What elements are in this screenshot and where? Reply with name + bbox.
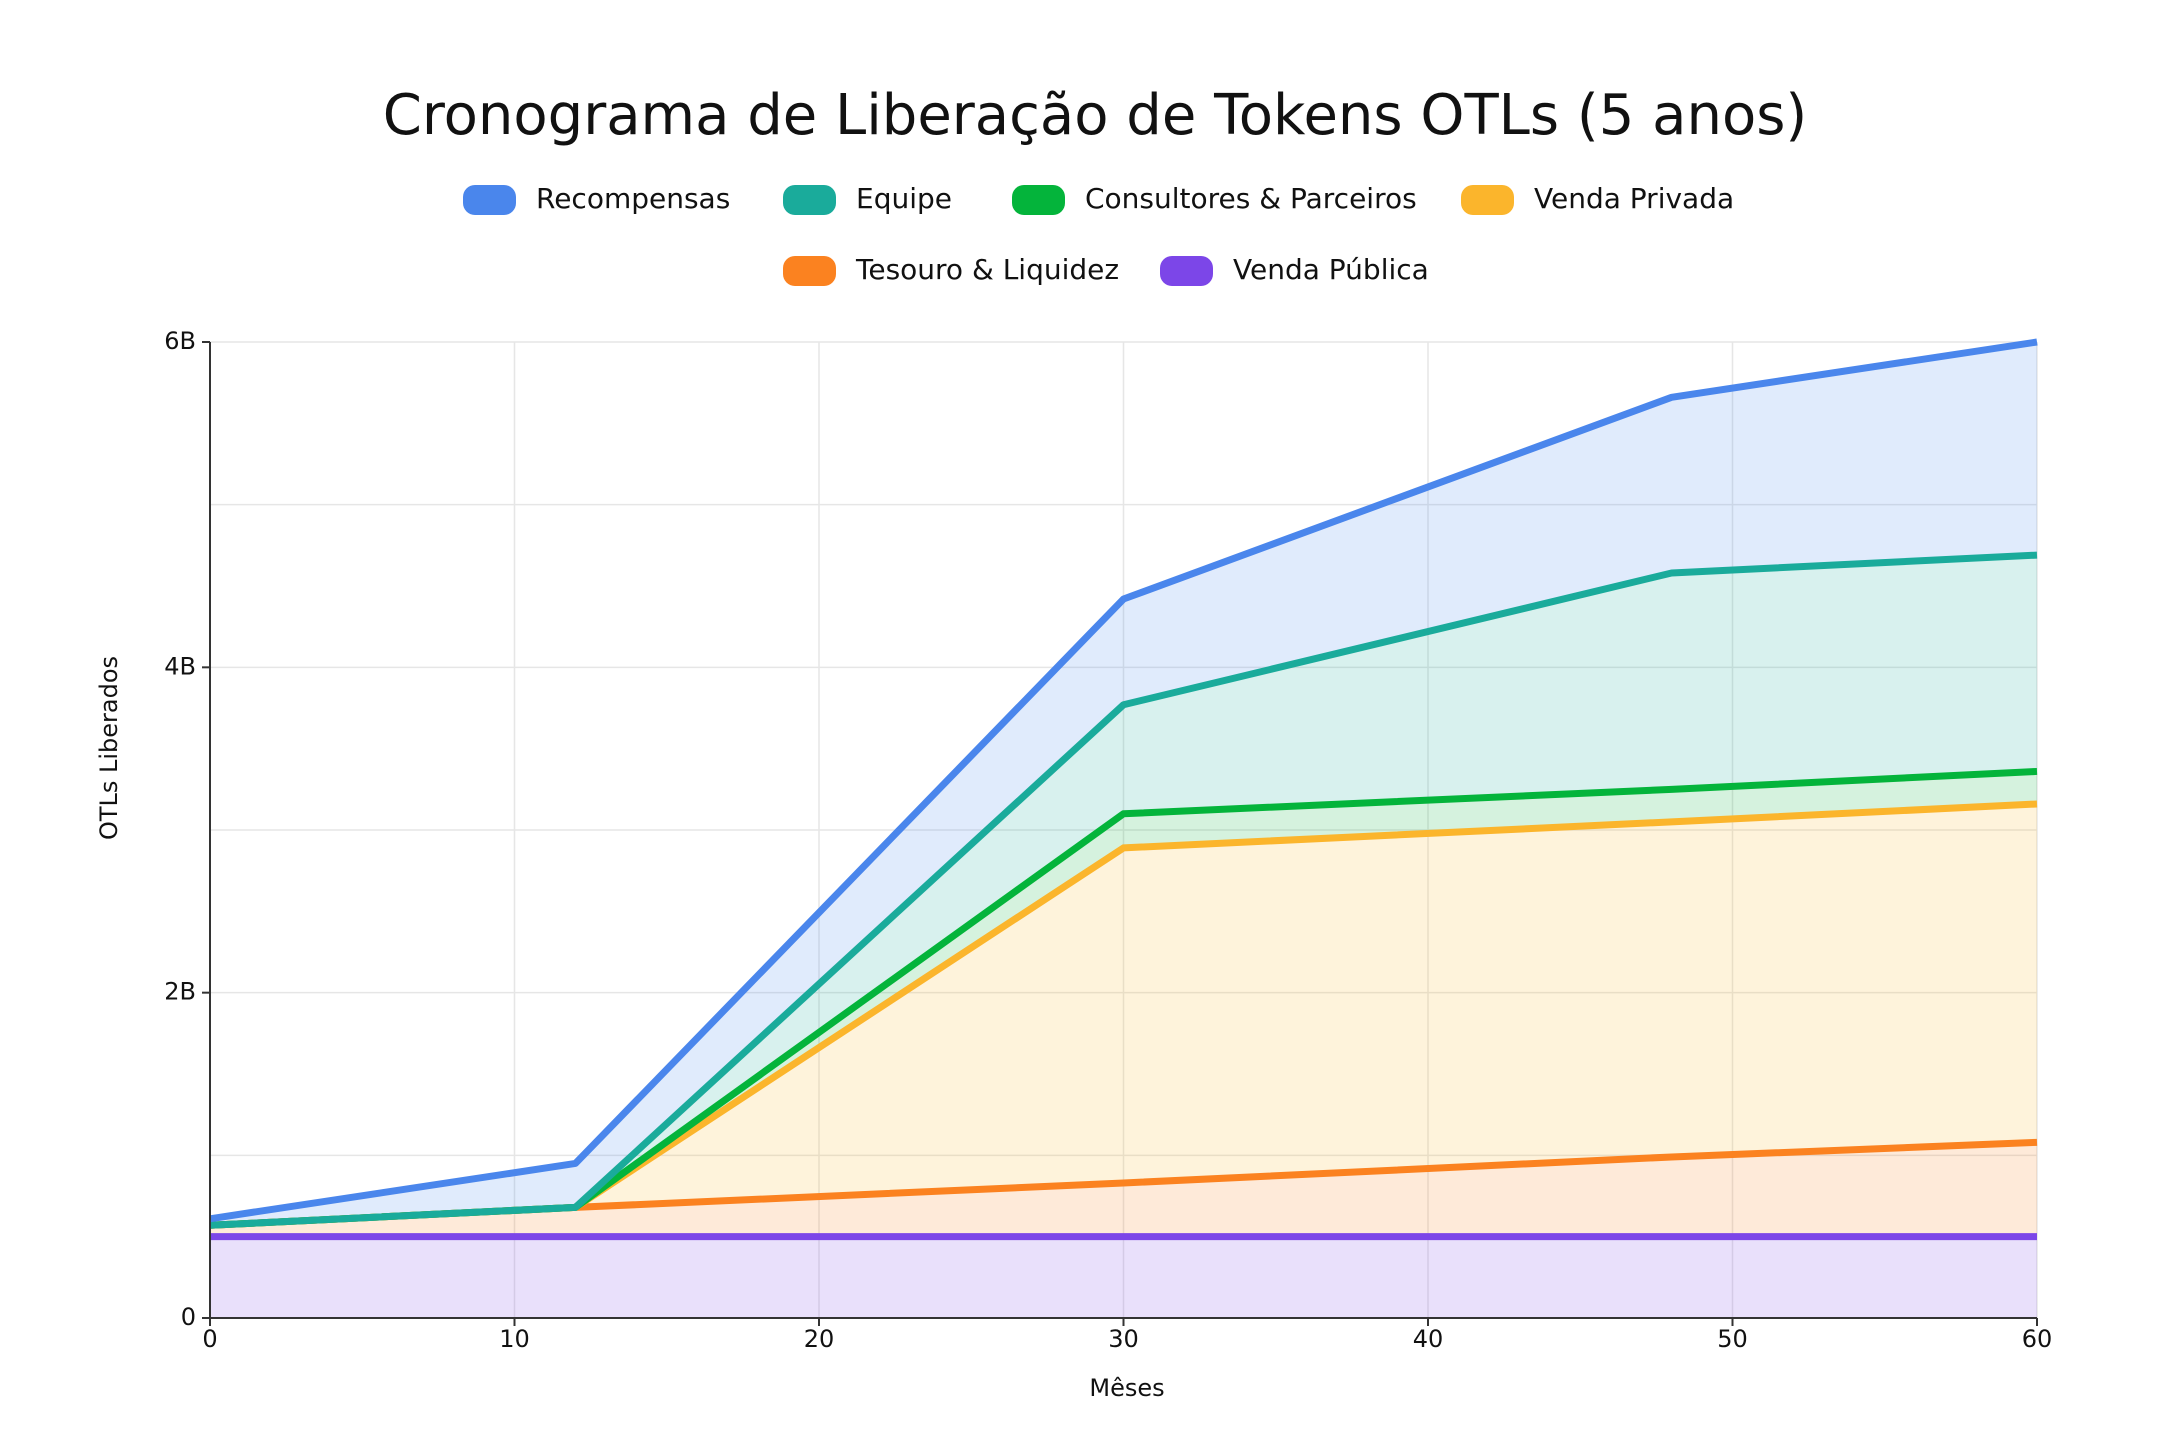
legend-swatch <box>1012 185 1065 215</box>
legend-swatch <box>1160 256 1213 286</box>
legend-label: Venda Pública <box>1233 253 1429 286</box>
x-tick-label: 40 <box>1413 1325 1444 1353</box>
x-axis-label: Mêses <box>1089 1374 1164 1402</box>
area <box>210 342 2037 1226</box>
line <box>209 551 2038 1229</box>
area <box>210 1142 2037 1237</box>
x-tick-label: 20 <box>804 1325 835 1353</box>
legend-swatch <box>783 256 836 286</box>
line <box>209 338 2038 1223</box>
legend-swatch <box>1461 185 1514 215</box>
area <box>210 1236 2037 1318</box>
legend-label: Equipe <box>856 182 952 215</box>
area <box>210 555 2037 1226</box>
x-tick-label: 30 <box>1108 1325 1139 1353</box>
y-tick-label: 2B <box>164 978 196 1006</box>
legend-swatch <box>783 185 836 215</box>
y-tick-label: 0 <box>181 1303 196 1331</box>
x-tick-label: 10 <box>499 1325 530 1353</box>
legend-label: Tesouro & Liquidez <box>855 253 1119 286</box>
legend-label: Consultores & Parceiros <box>1085 182 1417 215</box>
chart-title: Cronograma de Liberação de Tokens OTLs (… <box>383 83 1807 148</box>
area <box>210 803 2037 1226</box>
x-tick-label: 0 <box>202 1325 217 1353</box>
y-tick-label: 4B <box>164 652 196 680</box>
x-tick-label: 50 <box>1717 1325 1748 1353</box>
legend-label: Recompensas <box>536 182 730 215</box>
y-axis-label: OTLs Liberados <box>95 656 123 840</box>
legend-label: Venda Privada <box>1534 182 1734 215</box>
x-tick-label: 60 <box>2022 1325 2053 1353</box>
legend-swatch <box>463 185 516 215</box>
y-tick-label: 6B <box>164 327 196 355</box>
